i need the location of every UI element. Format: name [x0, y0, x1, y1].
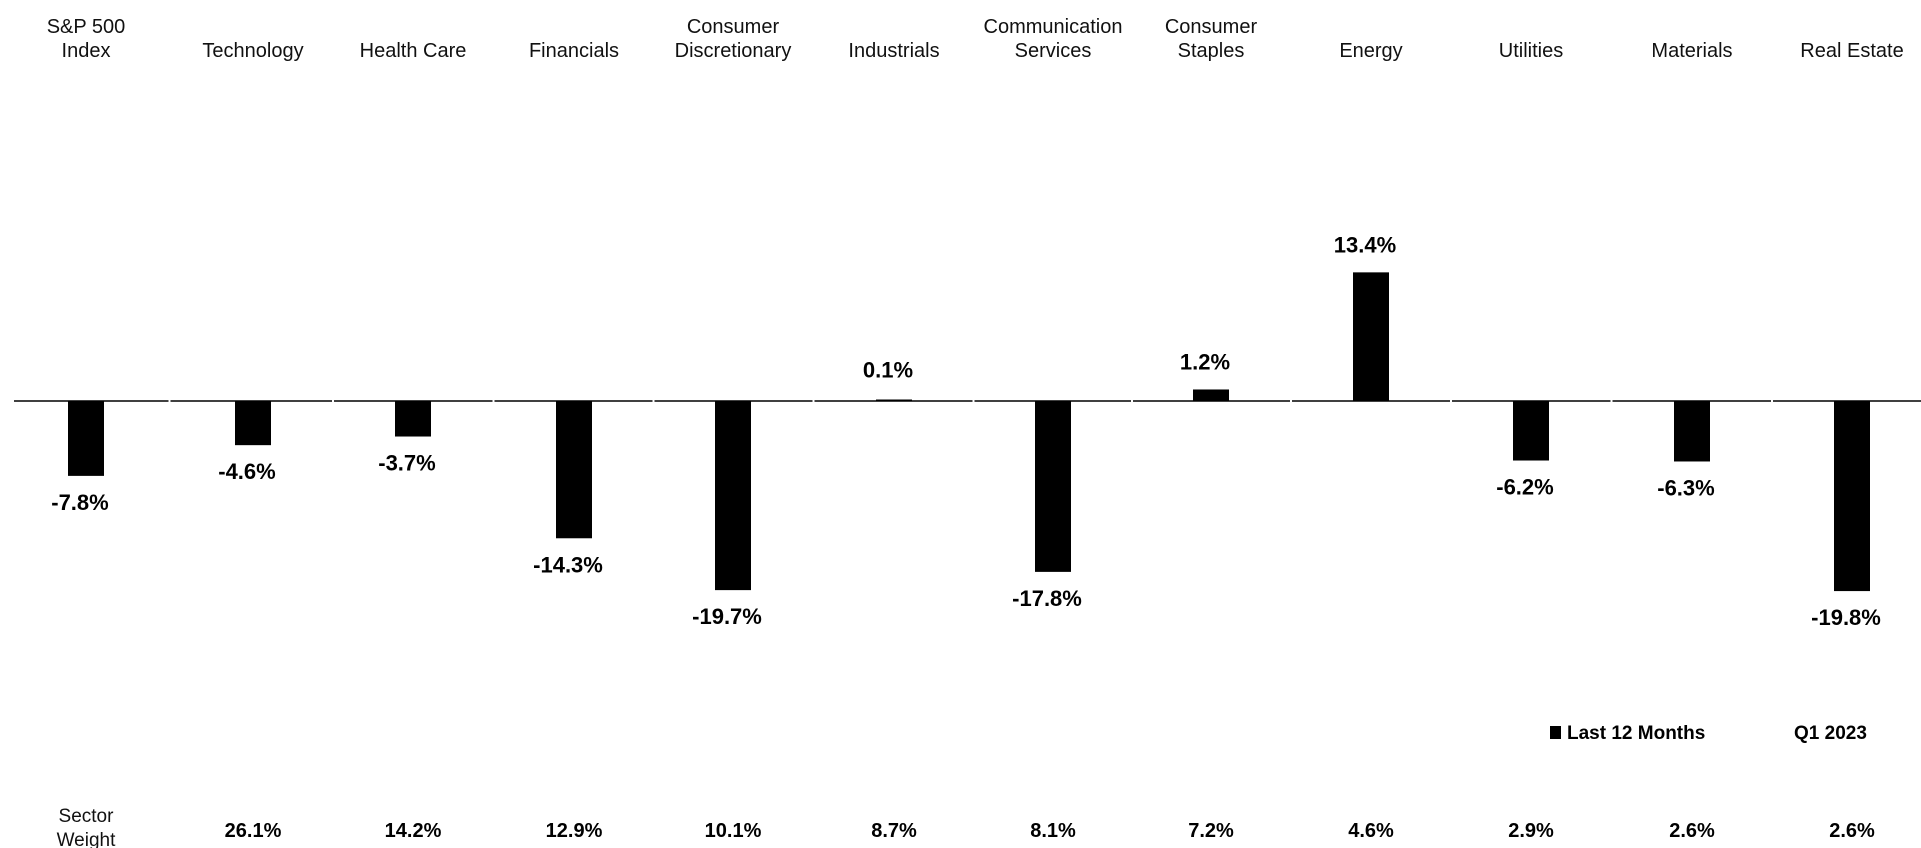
sector-weight-value: 7.2% [1188, 820, 1234, 842]
category-label: Index [62, 40, 111, 62]
sector-weight-title-line2: Weight [57, 830, 117, 848]
legend: Last 12 Months Q1 2023 [1550, 723, 1867, 744]
value-label: -4.6% [218, 459, 275, 484]
bars [68, 272, 1870, 592]
category-label: Technology [202, 40, 303, 62]
bar [1834, 401, 1870, 592]
value-label: -6.2% [1496, 475, 1553, 500]
legend-swatch [1550, 726, 1561, 739]
category-label: Real Estate [1800, 40, 1903, 62]
value-labels: -7.8% -4.6% -3.7% -14.3% -19.7% 0.1% -17.8% 1.2… [51, 232, 1881, 630]
bar [235, 401, 271, 446]
category-label: Services [1015, 40, 1092, 62]
sector-weight-title-line1: Sector [59, 806, 115, 827]
category-label: Industrials [848, 40, 939, 62]
sector-weight-value: 10.1% [705, 820, 762, 842]
sector-weight-value: 4.6% [1348, 820, 1394, 842]
bar [715, 401, 751, 591]
category-label: Materials [1651, 40, 1732, 62]
sector-weight-value: 2.9% [1508, 820, 1554, 842]
sector-weight-row: Sector Weight 26.1% 14.2% 12.9% 10.1% 8.7% 8.… [57, 806, 1875, 848]
category-label: Health Care [360, 40, 467, 62]
value-label: -19.7% [692, 604, 762, 629]
sector-weight-value: 8.1% [1030, 820, 1076, 842]
category-label: Consumer [687, 16, 780, 38]
baseline-separators [168, 399, 1773, 403]
bar [1674, 401, 1710, 462]
value-label: -7.8% [51, 490, 108, 515]
value-label: -6.3% [1657, 475, 1714, 500]
sector-weight-value: 2.6% [1829, 820, 1875, 842]
sector-weight-value: 12.9% [546, 820, 603, 842]
value-label: 0.1% [863, 358, 913, 383]
value-label: -14.3% [533, 552, 603, 577]
value-label: -19.8% [1811, 605, 1881, 630]
value-label: -17.8% [1012, 586, 1082, 611]
bar [395, 401, 431, 437]
bar [1035, 401, 1071, 572]
category-label: Communication [984, 16, 1123, 38]
value-label: -3.7% [378, 451, 435, 476]
category-label: Staples [1178, 40, 1245, 62]
bar [68, 401, 104, 476]
sector-weight-value: 2.6% [1669, 820, 1715, 842]
sector-weight-value: 26.1% [225, 820, 282, 842]
bar [1513, 401, 1549, 461]
category-label: Discretionary [675, 40, 792, 62]
category-label: Consumer [1165, 16, 1258, 38]
bar [1193, 389, 1229, 401]
value-label: 13.4% [1334, 232, 1396, 257]
legend-series-label: Last 12 Months [1567, 723, 1705, 744]
legend-period-label: Q1 2023 [1794, 723, 1867, 744]
category-label: Utilities [1499, 40, 1563, 62]
value-label: 1.2% [1180, 349, 1230, 374]
category-label: Financials [529, 40, 619, 62]
category-label: S&P 500 [47, 16, 126, 38]
sector-weight-value: 8.7% [871, 820, 917, 842]
bar [1353, 272, 1389, 401]
bar [556, 401, 592, 539]
category-label: Energy [1339, 40, 1402, 62]
sector-weight-value: 14.2% [385, 820, 442, 842]
